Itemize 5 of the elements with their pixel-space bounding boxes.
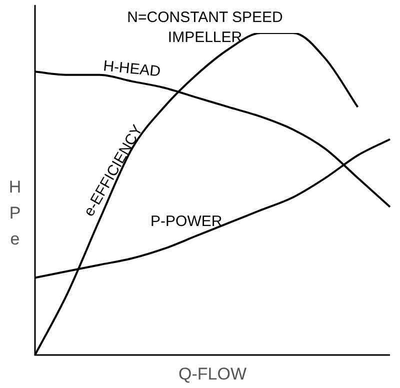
x-axis-title: Q-FLOW bbox=[178, 364, 246, 384]
text: H-HEAD bbox=[102, 58, 162, 80]
chart-title: N=CONSTANT SPEED IMPELLER bbox=[127, 9, 284, 46]
y-axis-title: H P e bbox=[8, 178, 22, 249]
series-label: P-POWER bbox=[150, 213, 222, 230]
